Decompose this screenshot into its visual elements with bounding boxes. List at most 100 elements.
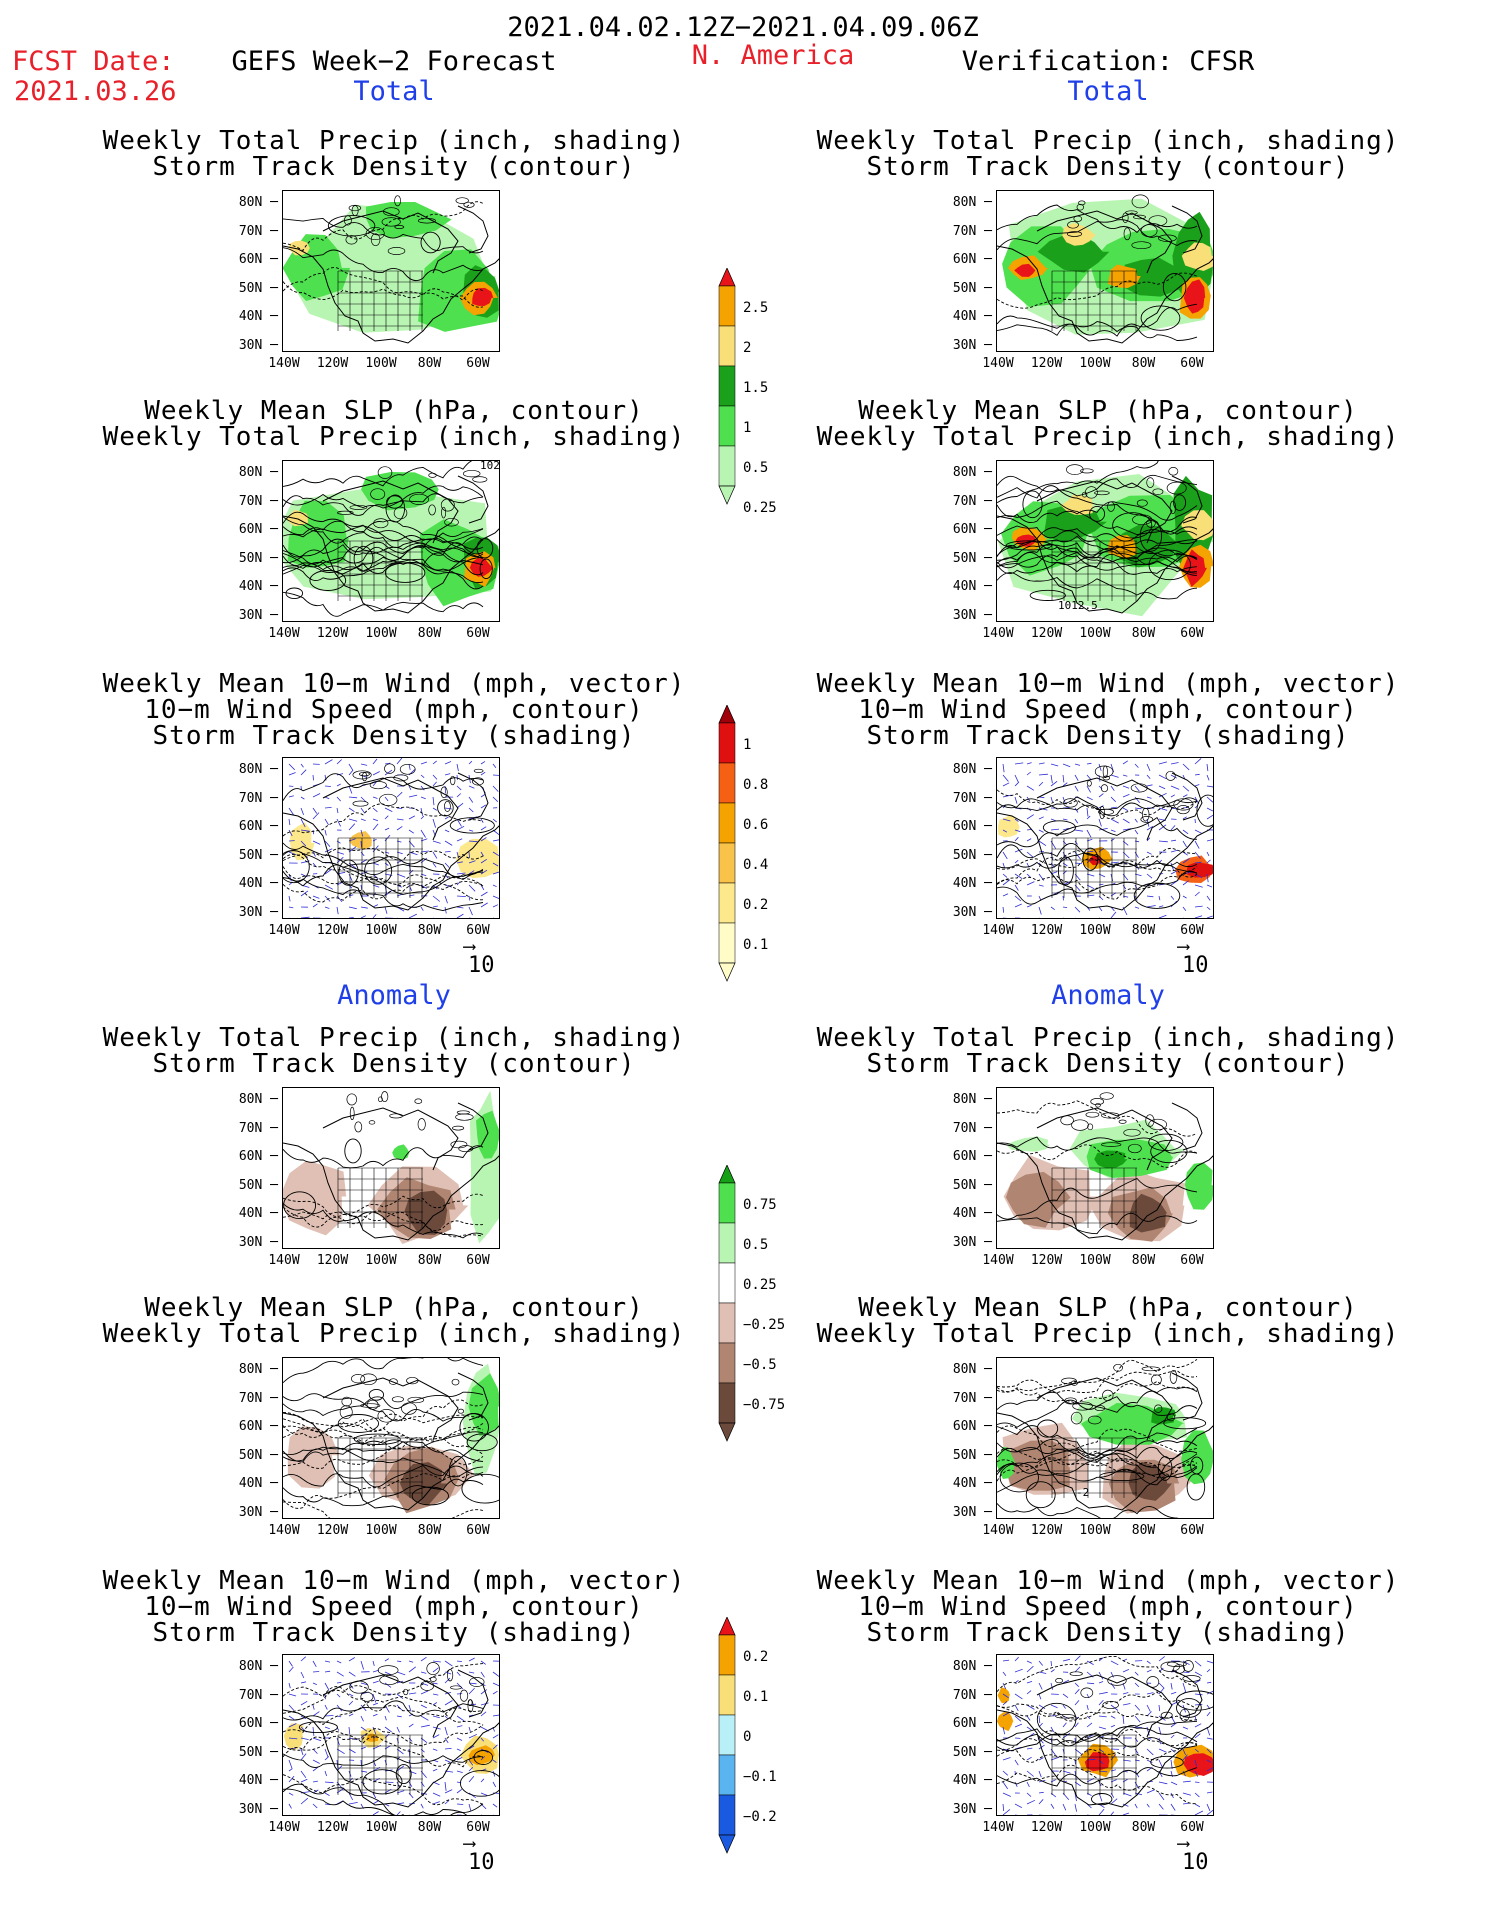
island-outline: [1152, 488, 1164, 495]
contour-ring: [285, 587, 304, 600]
island-outline: [1166, 1661, 1187, 1667]
wind-vector: [336, 1693, 341, 1698]
shaded-region: [365, 202, 452, 239]
wind-vector: [360, 807, 366, 814]
wind-vector: [1122, 807, 1129, 811]
latitude-label: 70N ─: [238, 1390, 278, 1406]
wind-vector: [312, 812, 320, 820]
contour-line: [283, 201, 484, 252]
wind-vector: [312, 895, 320, 899]
island-outline: [401, 1402, 417, 1415]
wind-vector: [1206, 1803, 1211, 1811]
wind-vector: [1170, 1759, 1173, 1769]
wind-vector: [444, 862, 450, 868]
wind-vector: [444, 773, 451, 776]
contour-ring: [344, 1138, 362, 1164]
wind-vector: [1134, 785, 1140, 792]
contour-ring: [1175, 1690, 1213, 1711]
island-outline: [1169, 500, 1177, 515]
vector-reference-value: 10: [1182, 953, 1209, 978]
wind-vector: [1194, 1693, 1203, 1696]
wind-vector: [288, 1775, 295, 1783]
wind-vector: [1086, 1770, 1092, 1772]
wind-vector: [1038, 1704, 1046, 1710]
wind-vector: [456, 1715, 465, 1722]
wind-vector: [1038, 829, 1044, 833]
wind-vector: [1014, 818, 1019, 822]
latitude-label: 40N ─: [238, 1773, 278, 1788]
wind-vector: [432, 818, 436, 828]
wind-vector: [397, 917, 398, 918]
wind-vector: [456, 1770, 463, 1773]
contour-line: [283, 547, 484, 566]
wind-vector: [420, 815, 425, 820]
wind-vector: [444, 1700, 453, 1706]
wind-vector: [1050, 774, 1053, 784]
wind-vector: [348, 1693, 354, 1697]
coastline: [283, 475, 499, 614]
island-outline: [1140, 224, 1158, 238]
wind-vector: [1014, 796, 1018, 804]
contour-line: [283, 847, 484, 862]
colorbar-label: 0.5: [743, 460, 769, 476]
contour-ring: [1089, 505, 1106, 522]
island-outline: [428, 504, 436, 516]
island-outline: [1070, 1380, 1078, 1386]
wind-vector: [1194, 851, 1201, 859]
island-outline: [428, 472, 437, 478]
wind-vector: [1038, 840, 1047, 847]
latitude-label: 70N ─: [952, 1390, 992, 1406]
longitude-label: 80W: [417, 923, 442, 938]
longitude-label: 60W: [466, 923, 490, 938]
contour-line: [283, 520, 484, 564]
map-panel-total-precip_storm-verification: [996, 190, 1214, 352]
wind-vector: [1194, 1810, 1204, 1815]
island-outline: [387, 247, 406, 255]
contour-line: [997, 1427, 1198, 1472]
wind-vector: [468, 785, 475, 789]
wind-vector: [1158, 1792, 1165, 1801]
wind-vector: [1050, 1669, 1055, 1673]
island-outline: [389, 1113, 403, 1119]
colorbar-segment: [718, 882, 736, 924]
wind-vector: [468, 1733, 478, 1739]
island-outline: [1148, 215, 1168, 227]
map-canvas: [283, 1090, 499, 1244]
contour-line: [283, 1431, 484, 1463]
wind-vector: [1026, 1665, 1034, 1673]
wind-vector: [348, 873, 353, 881]
contour-line: [283, 1399, 484, 1438]
wind-vector: [1158, 895, 1161, 901]
contour-line: [283, 1145, 484, 1169]
contour-line: [283, 1206, 484, 1232]
wind-vector: [360, 840, 362, 848]
wind-vector: [301, 1814, 303, 1815]
coastline: [283, 1102, 499, 1241]
wind-vector: [1194, 758, 1202, 765]
map-canvas: [997, 1359, 1213, 1518]
wind-vector: [456, 881, 461, 886]
wind-vector: [360, 763, 368, 766]
wind-vector: [372, 904, 379, 908]
contour-line: [997, 1391, 1198, 1416]
wind-vector: [396, 1693, 404, 1699]
latitude-label: 30N ─: [952, 337, 992, 353]
island-outline: [1064, 1397, 1077, 1405]
wind-vector: [312, 1704, 315, 1710]
map-panel-total-slp_precip-verification: [996, 460, 1214, 622]
wind-vector: [1194, 1748, 1199, 1753]
wind-vector: [456, 895, 466, 897]
colorbar-segment: [718, 405, 736, 447]
contour-line: [283, 842, 484, 881]
latitude-label: 70N ─: [238, 1687, 278, 1703]
island-outline: [349, 1680, 369, 1694]
wind-vector: [1182, 1754, 1188, 1761]
wind-vector: [1134, 1781, 1140, 1790]
contour-ring: [1099, 1471, 1145, 1482]
map-canvas: [283, 758, 499, 918]
latitude-label: 50N ─: [952, 1177, 992, 1193]
wind-vector: [300, 890, 309, 897]
wind-vector: [1086, 829, 1092, 838]
wind-vector: [360, 906, 368, 909]
wind-vector: [468, 1682, 477, 1685]
